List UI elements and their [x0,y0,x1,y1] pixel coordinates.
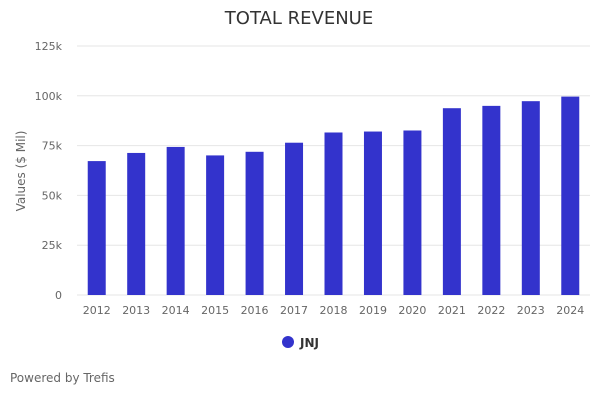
chart-title: TOTAL REVENUE [224,8,373,29]
x-tick-label: 2017 [280,304,308,317]
x-tick-label: 2023 [517,304,545,317]
legend[interactable]: JNJ [282,336,319,350]
x-tick-label: 2020 [398,304,426,317]
x-tick-label: 2022 [477,304,505,317]
bar[interactable] [206,155,225,295]
bar[interactable] [285,142,304,295]
y-tick-label: 50k [42,189,63,202]
powered-by-credit[interactable]: Powered by Trefis [10,371,115,385]
x-tick-label: 2015 [201,304,229,317]
x-tick-label: 2014 [162,304,190,317]
y-tick-label: 75k [42,140,63,153]
y-tick-label: 100k [35,90,63,103]
y-tick-label: 25k [42,239,63,252]
x-tick-label: 2012 [83,304,111,317]
bar[interactable] [561,96,580,295]
y-ticks: 0 25k 50k 75k 100k 125k [35,40,63,302]
legend-marker[interactable] [282,336,294,348]
bar[interactable] [482,105,501,296]
x-tick-label: 2016 [241,304,269,317]
bars [87,96,580,296]
bar[interactable] [521,101,540,295]
bar[interactable] [442,108,461,296]
x-ticks: 2012 2013 2014 2015 2016 2017 2018 2019 2020 2021… [83,304,585,317]
x-tick-label: 2021 [438,304,466,317]
y-tick-label: 125k [35,40,63,53]
bar[interactable] [403,130,422,295]
x-tick-label: 2024 [556,304,584,317]
bar[interactable] [87,161,106,295]
x-tick-label: 2019 [359,304,387,317]
bar[interactable] [166,146,185,295]
x-tick-label: 2018 [320,304,348,317]
bar[interactable] [127,152,146,295]
bar[interactable] [245,151,264,295]
y-tick-label: 0 [55,289,62,302]
y-axis-label: Values ($ Mil) [14,131,28,212]
bar[interactable] [363,131,382,295]
bar[interactable] [324,132,343,295]
legend-label[interactable]: JNJ [299,336,319,350]
x-tick-label: 2013 [122,304,150,317]
